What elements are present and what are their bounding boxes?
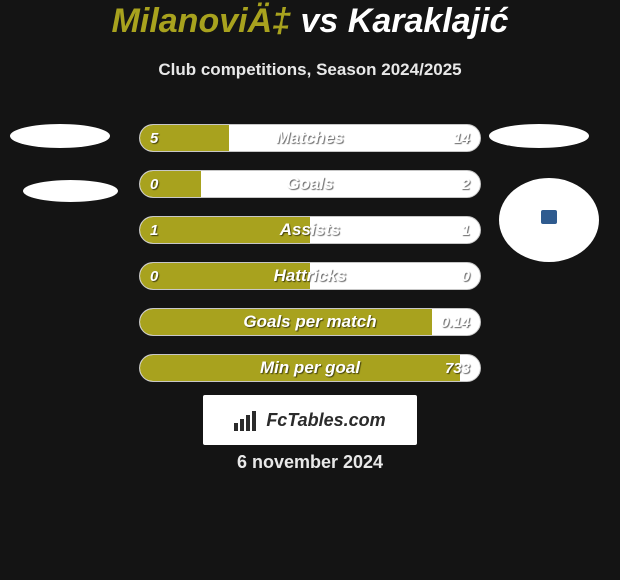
player1-name: MilanoviÄ‡ [112, 2, 291, 40]
stat-value-right: 0 [462, 263, 470, 289]
player2-name: Karaklajić [348, 2, 509, 40]
brand-box: FcTables.com [203, 395, 417, 445]
vs-text: vs [300, 2, 338, 40]
stat-label: Matches [140, 125, 480, 151]
stat-label: Assists [140, 217, 480, 243]
stat-value-left: 0 [150, 171, 158, 197]
footer-date: 6 november 2024 [0, 452, 620, 473]
avatar-right-circle [499, 178, 599, 262]
brand-text: FcTables.com [266, 410, 385, 431]
stat-label: Goals per match [140, 309, 480, 335]
stat-row: Matches5 14 [139, 124, 481, 152]
page-title: MilanoviÄ‡ vs Karaklajić [0, 2, 620, 41]
brand-icon [234, 409, 260, 431]
avatar-right-ellipse [489, 124, 589, 148]
brand-inner: FcTables.com [234, 409, 385, 431]
stat-value-left: 1 [150, 217, 158, 243]
stat-row: Hattricks0 0 [139, 262, 481, 290]
avatar-left-2 [23, 180, 118, 202]
stat-value-left: 0 [150, 263, 158, 289]
stats-bars: Matches514Goals02Assists11Hattricks00Goa… [139, 124, 481, 400]
stat-label: Min per goal [140, 355, 480, 381]
stat-value-right: 1 [462, 217, 470, 243]
stat-value-right: 14 [453, 125, 470, 151]
stat-value-left: 5 [150, 125, 158, 151]
stat-value-right: 733 [445, 355, 470, 381]
subtitle: Club competitions, Season 2024/2025 [0, 60, 620, 80]
stat-value-right: 0.14 [441, 309, 470, 335]
stat-row: Goals0 2 [139, 170, 481, 198]
stat-row: Min per goal733 [139, 354, 481, 382]
stat-row: Assists1 1 [139, 216, 481, 244]
stat-label: Goals [140, 171, 480, 197]
avatar-glyph [541, 210, 557, 224]
stat-label: Hattricks [140, 263, 480, 289]
stat-value-right: 2 [462, 171, 470, 197]
stat-row: Goals per match0.14 [139, 308, 481, 336]
avatar-left-1 [10, 124, 110, 148]
